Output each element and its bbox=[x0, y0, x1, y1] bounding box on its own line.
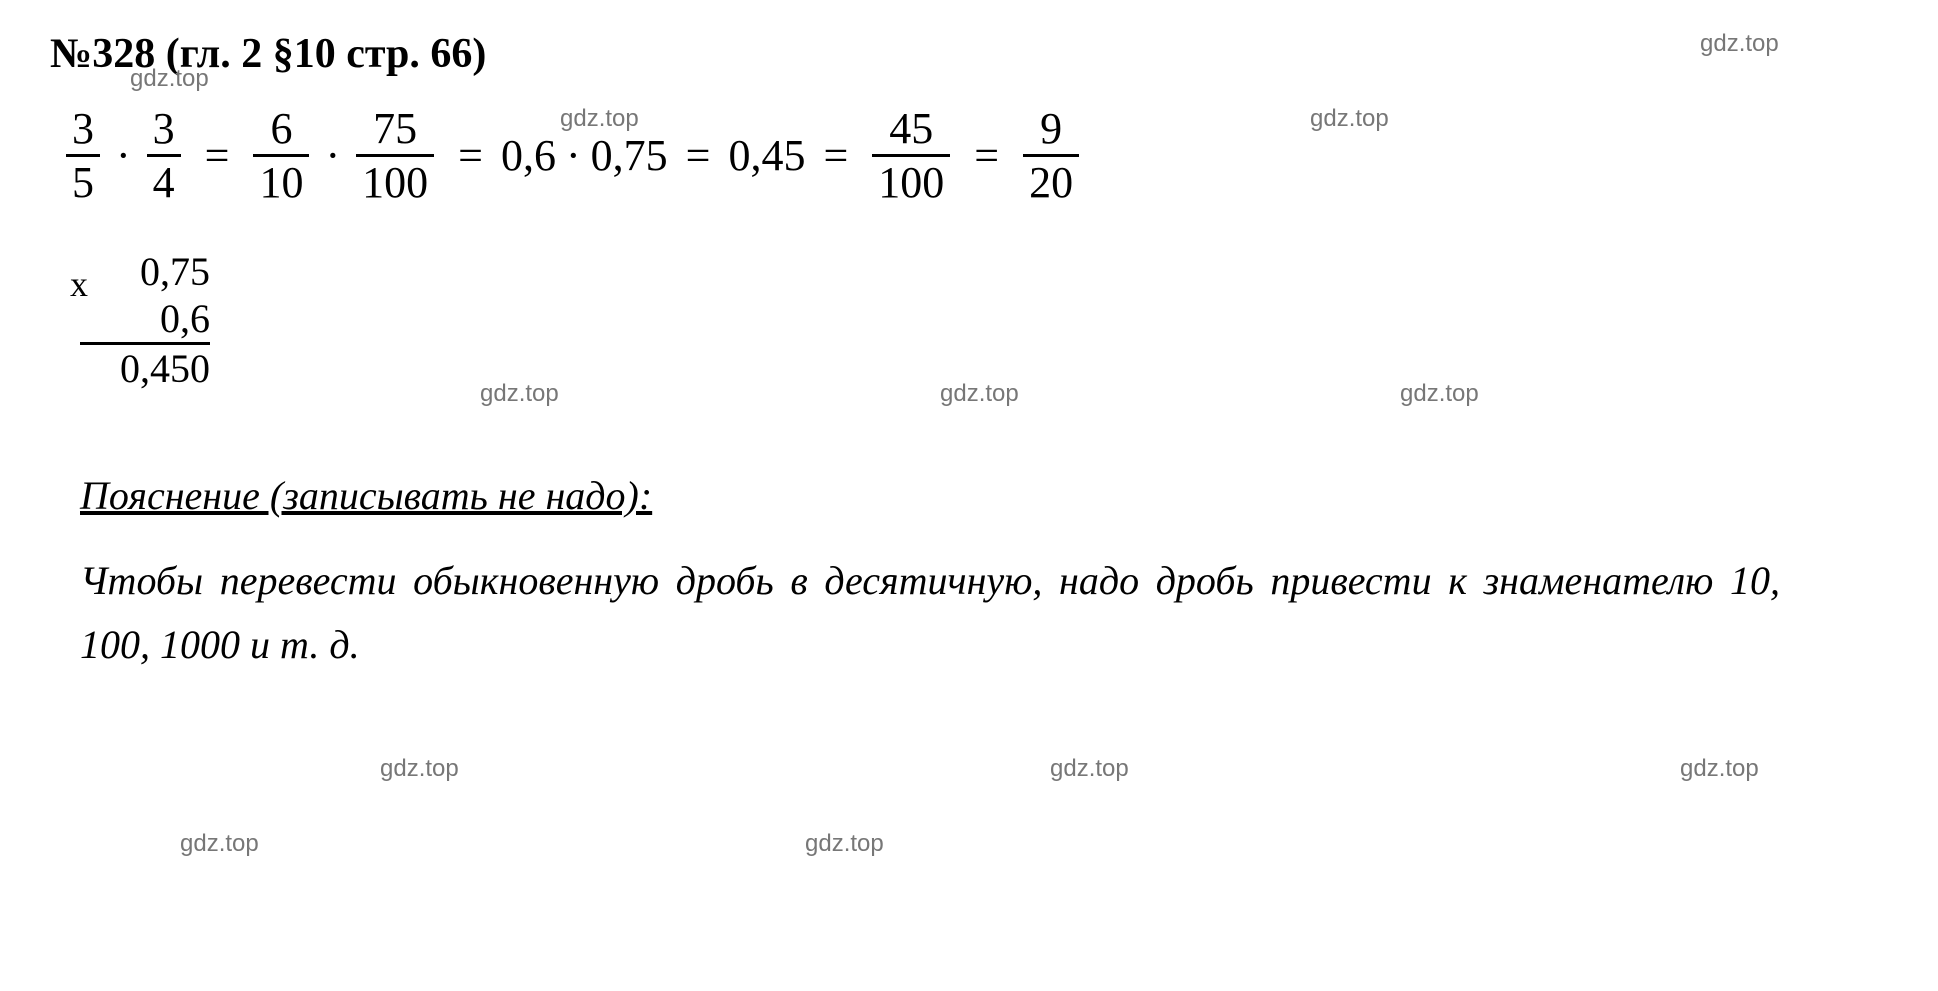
equals-sign: = bbox=[823, 130, 848, 181]
multiply-dot: · bbox=[566, 130, 581, 181]
decimal-2: 0,75 bbox=[591, 130, 668, 181]
fraction-3: 6 10 bbox=[253, 103, 309, 208]
fraction-5: 45 100 bbox=[872, 103, 950, 208]
problem-title: №328 (гл. 2 §10 стр. 66) bbox=[50, 30, 1888, 78]
watermark: gdz.top bbox=[380, 755, 459, 783]
fraction-6: 9 20 bbox=[1023, 103, 1079, 208]
denominator: 5 bbox=[66, 154, 100, 208]
mult-sign: х bbox=[70, 263, 88, 305]
column-multiplication: х 0,75 0,6 0,450 bbox=[80, 248, 1888, 392]
watermark: gdz.top bbox=[940, 380, 1019, 408]
explanation-text: Чтобы перевести обыкновенную дробь в дес… bbox=[80, 549, 1780, 677]
numerator: 3 bbox=[66, 103, 100, 154]
numerator: 3 bbox=[147, 103, 181, 154]
watermark: gdz.top bbox=[805, 830, 884, 858]
denominator: 20 bbox=[1023, 154, 1079, 208]
watermark: gdz.top bbox=[560, 105, 639, 133]
multiply-dot: · bbox=[116, 130, 131, 181]
mult-operand-bottom: 0,6 bbox=[80, 295, 210, 342]
multiply-dot: · bbox=[325, 130, 340, 181]
mult-result: 0,450 bbox=[80, 345, 210, 392]
numerator: 6 bbox=[264, 103, 298, 154]
equals-sign: = bbox=[974, 130, 999, 181]
watermark: gdz.top bbox=[130, 65, 209, 93]
equals-sign: = bbox=[686, 130, 711, 181]
watermark: gdz.top bbox=[1700, 30, 1779, 58]
decimal-1: 0,6 bbox=[501, 130, 556, 181]
numerator: 75 bbox=[367, 103, 423, 154]
decimal-3: 0,45 bbox=[728, 130, 805, 181]
numerator: 45 bbox=[883, 103, 939, 154]
equation: 3 5 · 3 4 = 6 10 · 75 100 = 0,6 · 0,75 =… bbox=[60, 103, 1888, 208]
mult-operand-top: 0,75 bbox=[80, 248, 210, 295]
fraction-1: 3 5 bbox=[66, 103, 100, 208]
numerator: 9 bbox=[1034, 103, 1068, 154]
equals-sign: = bbox=[205, 130, 230, 181]
denominator: 10 bbox=[253, 154, 309, 208]
denominator: 4 bbox=[147, 154, 181, 208]
explanation-title: Пояснение (записывать не надо): bbox=[80, 472, 1888, 519]
watermark: gdz.top bbox=[480, 380, 559, 408]
denominator: 100 bbox=[356, 154, 434, 208]
watermark: gdz.top bbox=[1050, 755, 1129, 783]
fraction-2: 3 4 bbox=[147, 103, 181, 208]
fraction-4: 75 100 bbox=[356, 103, 434, 208]
watermark: gdz.top bbox=[1680, 755, 1759, 783]
watermark: gdz.top bbox=[1310, 105, 1389, 133]
watermark: gdz.top bbox=[180, 830, 259, 858]
denominator: 100 bbox=[872, 154, 950, 208]
equals-sign: = bbox=[458, 130, 483, 181]
watermark: gdz.top bbox=[1400, 380, 1479, 408]
